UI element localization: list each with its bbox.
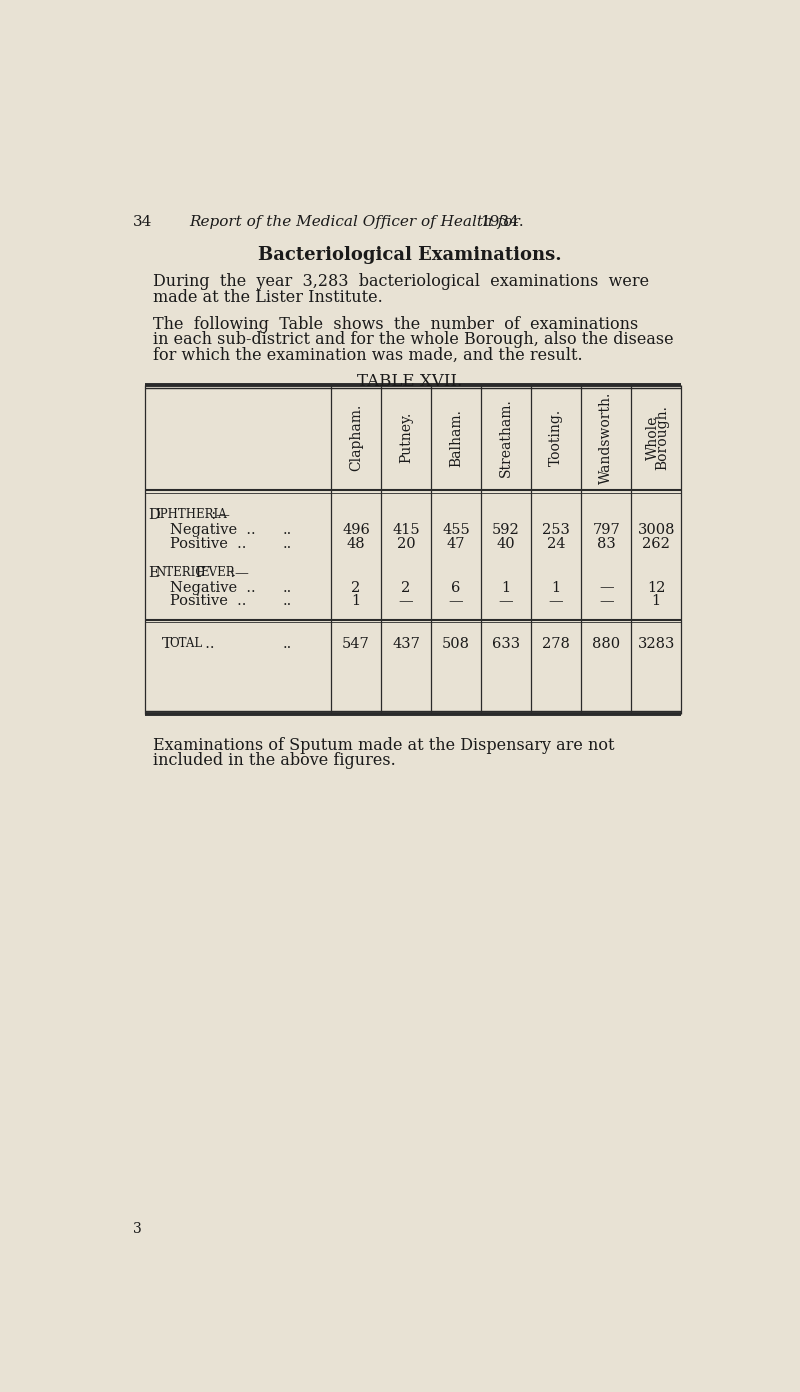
Text: 1: 1 bbox=[551, 580, 561, 594]
Text: Putney.: Putney. bbox=[399, 412, 413, 464]
Text: for which the examination was made, and the result.: for which the examination was made, and … bbox=[153, 347, 582, 363]
Text: The  following  Table  shows  the  number  of  examinations: The following Table shows the number of … bbox=[153, 316, 638, 333]
Text: 592: 592 bbox=[492, 523, 520, 537]
Text: 496: 496 bbox=[342, 523, 370, 537]
Text: Tooting.: Tooting. bbox=[549, 409, 563, 466]
Text: EVER: EVER bbox=[200, 567, 234, 579]
Text: Negative  ..: Negative .. bbox=[170, 580, 255, 594]
Text: 3008: 3008 bbox=[638, 523, 675, 537]
Text: 83: 83 bbox=[597, 537, 615, 551]
Text: in each sub-district and for the whole Borough, also the disease: in each sub-district and for the whole B… bbox=[153, 331, 674, 348]
Text: —: — bbox=[599, 594, 614, 608]
Text: Streatham.: Streatham. bbox=[499, 398, 513, 477]
Text: Wandsworth.: Wandsworth. bbox=[599, 391, 613, 484]
Text: F: F bbox=[190, 567, 206, 580]
Text: Borough.: Borough. bbox=[655, 405, 670, 470]
Text: 508: 508 bbox=[442, 636, 470, 650]
Text: ..: .. bbox=[282, 523, 291, 537]
Text: 1: 1 bbox=[652, 594, 661, 608]
Text: TABLE XVII.: TABLE XVII. bbox=[358, 373, 462, 390]
Text: 880: 880 bbox=[592, 636, 620, 650]
Text: :—: :— bbox=[207, 508, 230, 522]
Text: made at the Lister Institute.: made at the Lister Institute. bbox=[153, 288, 382, 306]
Text: ..: .. bbox=[282, 580, 291, 594]
Text: OTAL: OTAL bbox=[170, 636, 203, 650]
Text: 633: 633 bbox=[492, 636, 520, 650]
Text: 1: 1 bbox=[351, 594, 361, 608]
Text: ..: .. bbox=[282, 594, 291, 608]
Text: 2: 2 bbox=[351, 580, 361, 594]
Text: 455: 455 bbox=[442, 523, 470, 537]
Text: Positive  ..: Positive .. bbox=[170, 537, 246, 551]
Text: —: — bbox=[449, 594, 463, 608]
Text: D: D bbox=[148, 508, 160, 522]
Text: E: E bbox=[148, 567, 158, 580]
Text: 1: 1 bbox=[502, 580, 510, 594]
Text: IPHTHERIA: IPHTHERIA bbox=[155, 508, 226, 521]
Text: 797: 797 bbox=[592, 523, 620, 537]
Text: 262: 262 bbox=[642, 537, 670, 551]
Text: NTERIC: NTERIC bbox=[155, 567, 205, 579]
Text: —: — bbox=[498, 594, 514, 608]
Text: Balham.: Balham. bbox=[449, 409, 463, 466]
Text: included in the above figures.: included in the above figures. bbox=[153, 752, 395, 770]
Text: Negative  ..: Negative .. bbox=[170, 523, 255, 537]
Text: 47: 47 bbox=[447, 537, 466, 551]
Text: 48: 48 bbox=[346, 537, 366, 551]
Text: Positive  ..: Positive .. bbox=[170, 594, 246, 608]
Text: 3283: 3283 bbox=[638, 636, 675, 650]
Text: ..: .. bbox=[282, 636, 291, 650]
Text: 253: 253 bbox=[542, 523, 570, 537]
Text: 34: 34 bbox=[133, 214, 152, 228]
Text: During  the  year  3,283  bacteriological  examinations  were: During the year 3,283 bacteriological ex… bbox=[153, 273, 649, 291]
Text: —: — bbox=[398, 594, 414, 608]
Text: 20: 20 bbox=[397, 537, 415, 551]
Text: T: T bbox=[162, 636, 172, 650]
Text: Examinations of Sputum made at the Dispensary are not: Examinations of Sputum made at the Dispe… bbox=[153, 736, 614, 754]
Text: 40: 40 bbox=[497, 537, 515, 551]
Text: Report of the Medical Officer of Health for: Report of the Medical Officer of Health … bbox=[189, 214, 525, 228]
Text: —: — bbox=[549, 594, 563, 608]
Text: 12: 12 bbox=[647, 580, 666, 594]
Text: 1934.: 1934. bbox=[480, 214, 523, 228]
Text: ..: .. bbox=[196, 636, 214, 650]
Text: Clapham.: Clapham. bbox=[349, 404, 363, 472]
Text: 437: 437 bbox=[392, 636, 420, 650]
Text: 2: 2 bbox=[402, 580, 410, 594]
Text: 415: 415 bbox=[392, 523, 420, 537]
Text: 3: 3 bbox=[133, 1222, 142, 1236]
Text: Bacteriological Examinations.: Bacteriological Examinations. bbox=[258, 246, 562, 264]
Text: 24: 24 bbox=[547, 537, 566, 551]
Text: 278: 278 bbox=[542, 636, 570, 650]
Text: :—: :— bbox=[226, 567, 250, 580]
Text: ..: .. bbox=[282, 537, 291, 551]
Text: Whole: Whole bbox=[646, 415, 660, 459]
Text: 547: 547 bbox=[342, 636, 370, 650]
Text: —: — bbox=[599, 580, 614, 594]
Text: 6: 6 bbox=[451, 580, 461, 594]
